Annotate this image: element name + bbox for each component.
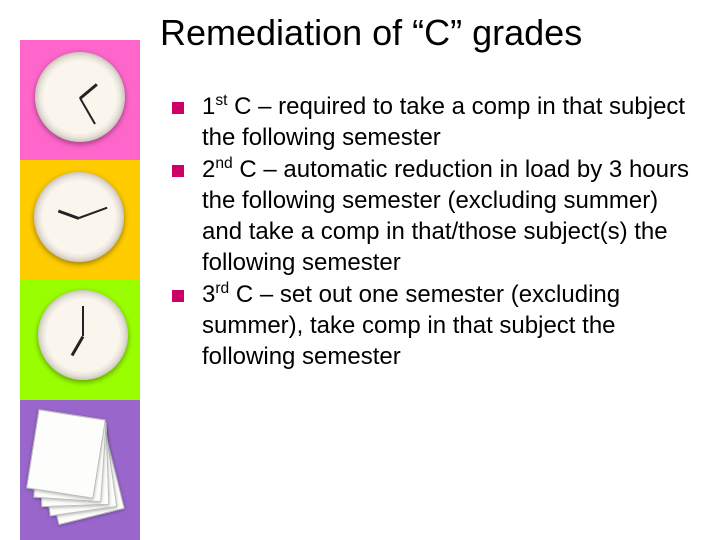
list-item: 2nd C – automatic reduction in load by 3… bbox=[168, 155, 702, 278]
tile-clock-pink bbox=[20, 40, 140, 160]
clock-icon bbox=[34, 172, 124, 262]
ordinal: 1 bbox=[202, 93, 215, 120]
ordinal-suffix: rd bbox=[215, 280, 229, 297]
bullet-text: C – set out one semester (excluding summ… bbox=[202, 281, 620, 369]
bullet-list: 1st C – required to take a comp in that … bbox=[160, 92, 702, 372]
clock-icon bbox=[35, 52, 125, 142]
tile-clock-green bbox=[20, 280, 140, 400]
slide-content: Remediation of “C” grades 1st C – requir… bbox=[160, 12, 702, 374]
bullet-text: C – automatic reduction in load by 3 hou… bbox=[202, 156, 689, 275]
tile-papers-purple bbox=[20, 400, 140, 540]
clock-icon bbox=[38, 290, 128, 380]
tile-clock-yellow bbox=[20, 160, 140, 280]
slide-title: Remediation of “C” grades bbox=[160, 12, 702, 54]
paper-stack-icon bbox=[26, 408, 126, 518]
ordinal-suffix: st bbox=[215, 92, 227, 109]
list-item: 3rd C – set out one semester (excluding … bbox=[168, 280, 702, 372]
ordinal: 2 bbox=[202, 156, 215, 183]
sidebar-image-strip bbox=[0, 40, 155, 540]
ordinal: 3 bbox=[202, 281, 215, 308]
ordinal-suffix: nd bbox=[215, 155, 232, 172]
bullet-text: C – required to take a comp in that subj… bbox=[202, 93, 685, 151]
list-item: 1st C – required to take a comp in that … bbox=[168, 92, 702, 153]
